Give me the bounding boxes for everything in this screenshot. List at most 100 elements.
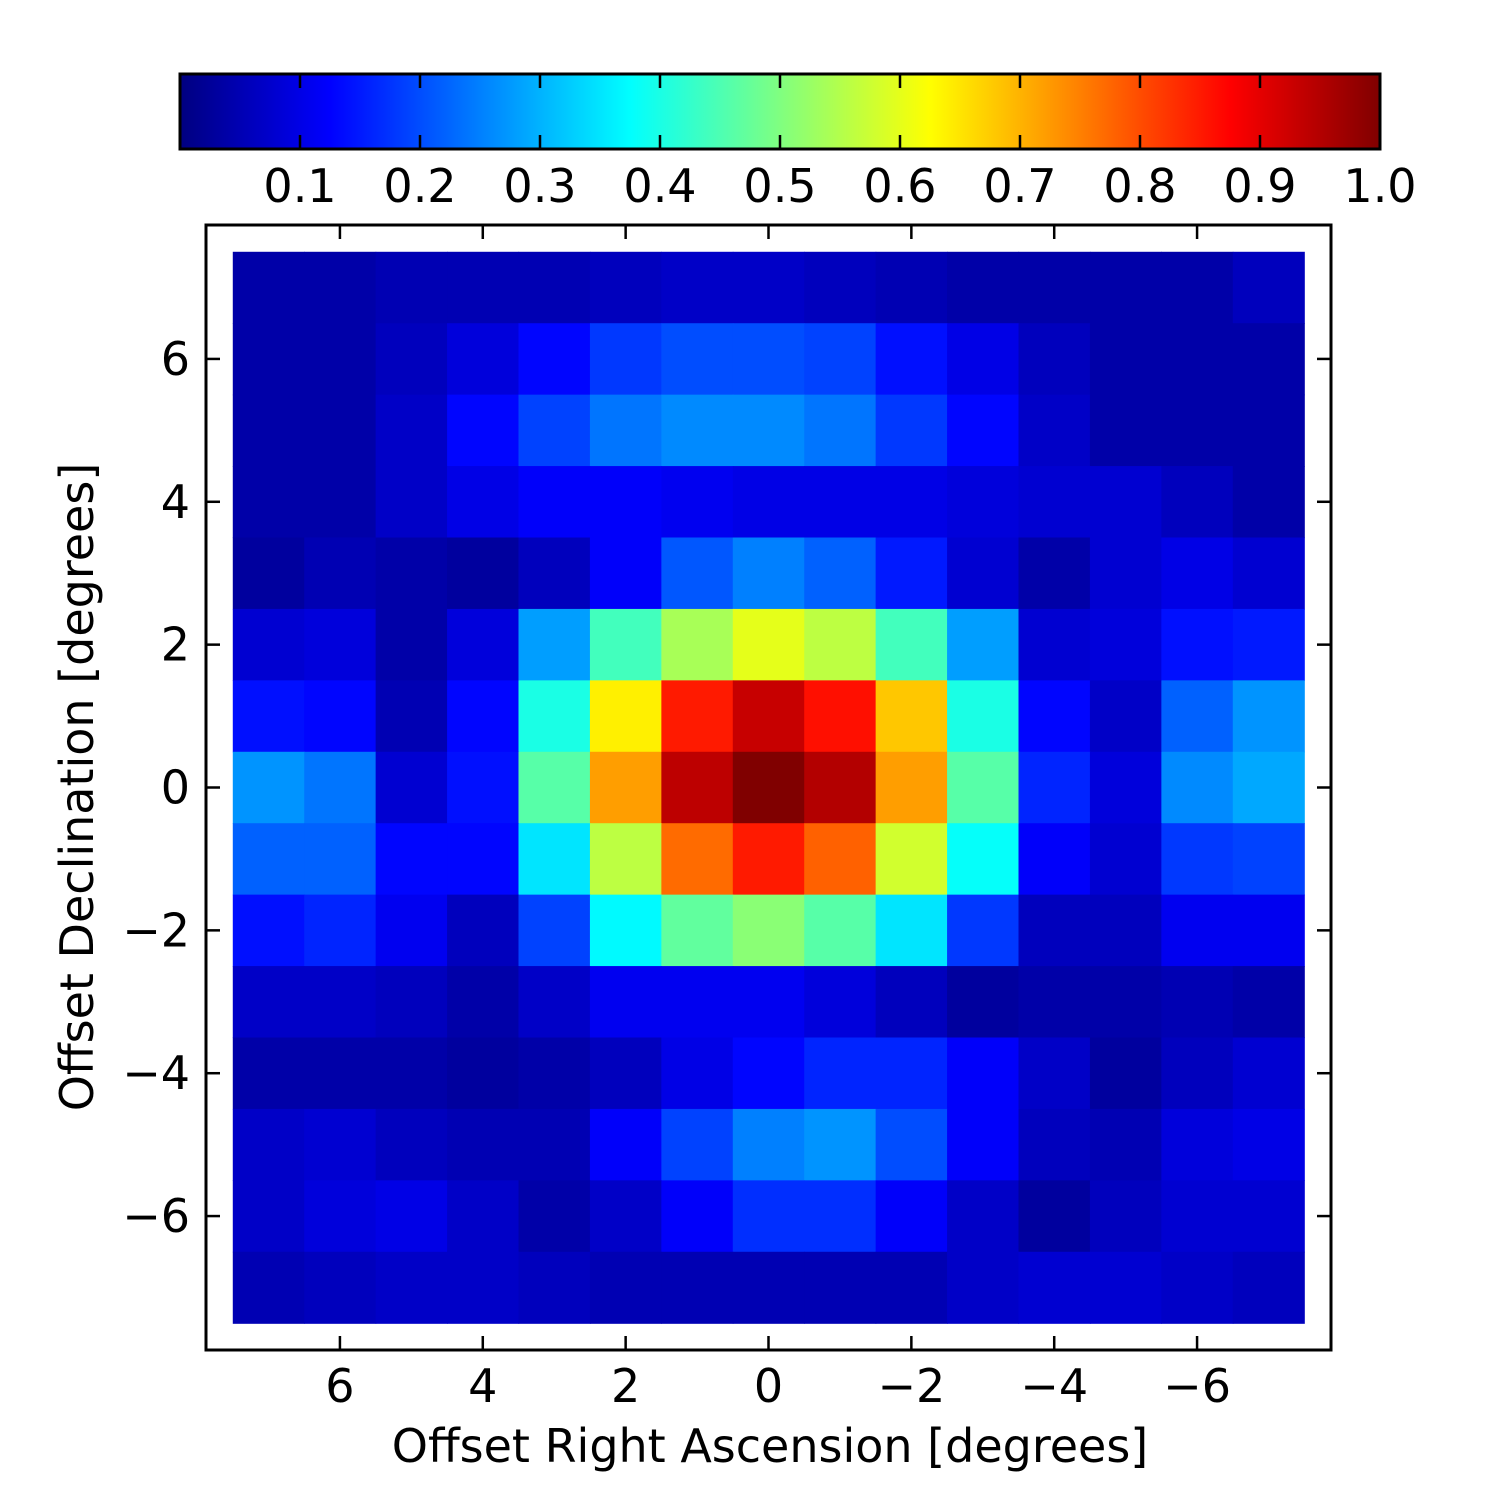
heatmap-cell [1232,751,1305,824]
heatmap-cell [589,1251,662,1324]
heatmap-cell [232,323,305,396]
heatmap-cell [1018,1251,1091,1324]
colorbar-tick-label: 0.2 [383,159,456,213]
heatmap-cell [732,323,805,396]
colorbar-tick-label: 0.1 [263,159,336,213]
heatmap-cell [518,680,591,753]
heatmap-cell [375,394,448,467]
heatmap-cell [1161,394,1234,467]
heatmap-cell [1232,1108,1305,1181]
heatmap-cell [1161,966,1234,1039]
heatmap-cell [947,466,1020,539]
heatmap-cell [1018,680,1091,753]
axis-ticks [206,225,1331,1350]
heatmap-cell [1089,251,1162,324]
heatmap-cell [304,1037,377,1110]
y-tick-label: 0 [161,761,190,815]
heatmap-cell [518,1180,591,1253]
heatmap-cell [518,894,591,967]
heatmap-cell [1232,251,1305,324]
heatmap-cell [589,751,662,824]
heatmap-cell [304,1108,377,1181]
heatmap-cell [804,1251,877,1324]
heatmap-cell [661,1180,734,1253]
heatmap-cell [875,323,948,396]
heatmap-cell [589,1108,662,1181]
y-tick-label: 4 [161,475,190,529]
heatmap-cell [804,751,877,824]
heatmap-cell [232,966,305,1039]
heatmap-cell [661,394,734,467]
colorbar-tick-label: 0.9 [1223,159,1296,213]
heatmap-cell [875,251,948,324]
heatmap-cell [304,323,377,396]
heatmap-cell [661,1108,734,1181]
heatmap-cell [589,251,662,324]
heatmap-cell [875,966,948,1039]
heatmap-cell [375,894,448,967]
heatmap-cell [1232,966,1305,1039]
heatmap-cell [589,894,662,967]
heatmap-cell [875,1180,948,1253]
heatmap-cell [1232,466,1305,539]
heatmap-cell [1161,466,1234,539]
heatmap-cell [1232,823,1305,896]
heatmap-cell [375,966,448,1039]
heatmap-cell [661,251,734,324]
heatmap-cell [375,251,448,324]
heatmap-cell [732,394,805,467]
heatmap-cell [732,1251,805,1324]
heatmap-cell [304,1180,377,1253]
heatmap-cell [589,394,662,467]
heatmap-cell [732,537,805,610]
heatmap-cell [732,1037,805,1110]
heatmap-cell [304,966,377,1039]
heatmap-cell [447,966,520,1039]
x-tick-label: −4 [1020,1359,1088,1413]
heatmap-cell [947,1037,1020,1110]
heatmap-cell [1232,894,1305,967]
heatmap-cell [447,894,520,967]
heatmap-cell [1089,751,1162,824]
x-tick-label: −6 [1163,1359,1231,1413]
heatmap-cell [304,394,377,467]
plot-frame [204,223,1333,1352]
heatmap-cell [875,1037,948,1110]
heatmap-cell [304,680,377,753]
heatmap-cell [518,966,591,1039]
colorbar-frame [178,72,1382,151]
heatmap-cell [1161,608,1234,681]
heatmap-cell [232,251,305,324]
heatmap-cell [1089,1180,1162,1253]
heatmap-cell [1018,251,1091,324]
heatmap-cell [589,680,662,753]
heatmap-cell [1161,537,1234,610]
heatmap-cell [304,608,377,681]
x-tick-label: 0 [754,1359,783,1413]
heatmap-cell [875,537,948,610]
heatmap-cell [1089,323,1162,396]
heatmap-cell [732,894,805,967]
heatmap-cell [947,251,1020,324]
heatmap-cell [518,1251,591,1324]
colorbar-tick-label: 0.7 [983,159,1056,213]
heatmap-cell [232,537,305,610]
heatmap-cell [804,894,877,967]
y-axis-label: Offset Declination [degrees] [50,463,104,1112]
heatmap-cell [661,894,734,967]
heatmap-cell [1018,966,1091,1039]
heatmap-cell [232,394,305,467]
heatmap-cell [518,537,591,610]
heatmap-cell [1232,394,1305,467]
heatmap-cell [804,394,877,467]
colorbar-tick-label: 0.6 [863,159,936,213]
heatmap-cell [518,751,591,824]
x-axis-label: Offset Right Ascension [degrees] [392,1419,1148,1473]
heatmap-cell [947,894,1020,967]
heatmap-cell [447,466,520,539]
heatmap-cell [661,466,734,539]
heatmap-cell [589,823,662,896]
heatmap-cell [732,608,805,681]
heatmap-cell [304,466,377,539]
heatmap-cell [1161,680,1234,753]
